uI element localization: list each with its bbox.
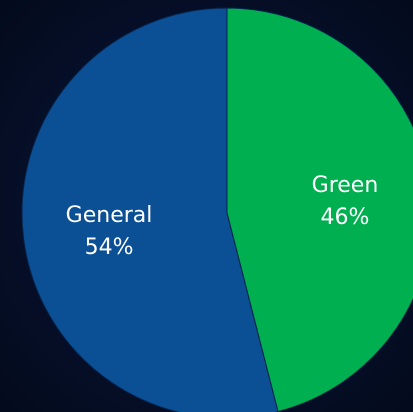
slice-percent-green: 46% xyxy=(321,205,370,230)
slice-label-general: General xyxy=(66,203,153,228)
slice-percent-general: 54% xyxy=(85,235,134,260)
pie-slice-green xyxy=(226,7,413,412)
pie-labels: Green 46% General 54% xyxy=(66,173,379,260)
pie-slices xyxy=(21,7,413,412)
pie-slice-general xyxy=(21,7,279,412)
slice-label-green: Green xyxy=(312,173,379,198)
